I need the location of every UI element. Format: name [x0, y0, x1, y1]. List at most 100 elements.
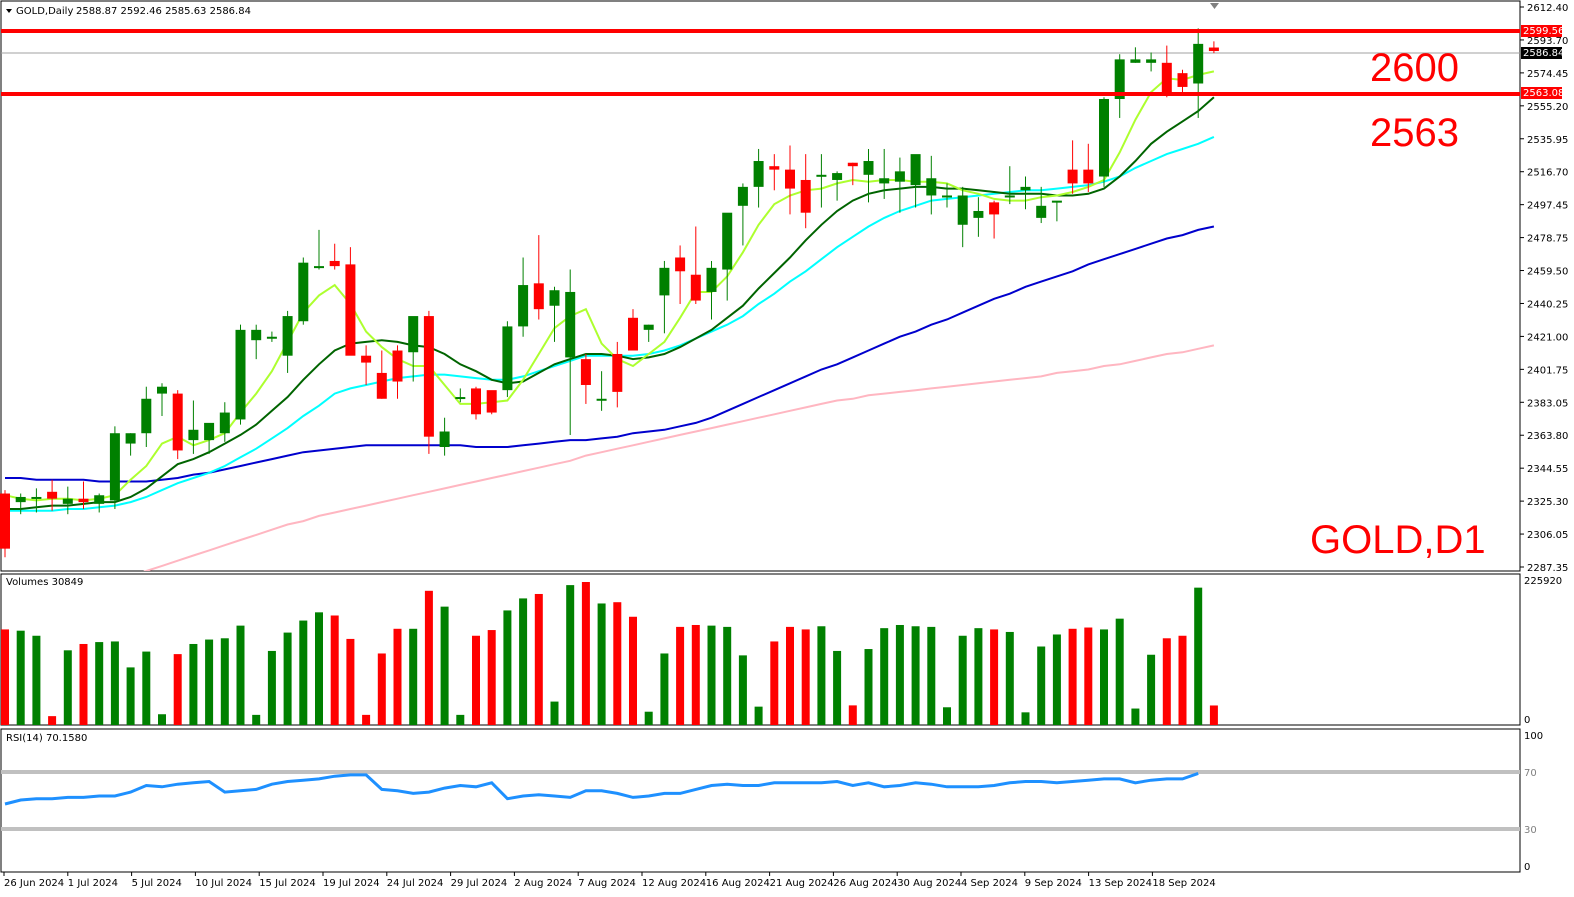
marker-lower-box: [1521, 87, 1562, 99]
candle: [518, 257, 529, 337]
chart-watermark: GOLD,D1: [1310, 518, 1486, 562]
volume-bar: [205, 639, 214, 725]
candle-body: [282, 316, 293, 356]
candle-body: [1177, 73, 1188, 87]
candle: [502, 321, 513, 398]
shift-marker-icon[interactable]: [1210, 3, 1219, 9]
price-tick-label: 2344.55: [1527, 464, 1568, 475]
candle-body: [800, 179, 811, 213]
candle: [423, 310, 434, 454]
date-tick-label: 26 Aug 2024: [833, 878, 897, 889]
candle-body: [910, 154, 921, 186]
candle: [266, 331, 277, 342]
candle: [1130, 47, 1141, 63]
volume-bar: [299, 620, 308, 725]
candle-body: [235, 329, 246, 420]
candle: [188, 400, 199, 454]
candle: [1004, 166, 1015, 205]
volume-bar: [1194, 587, 1203, 725]
date-axis: 26 Jun 2024 1 Jul 2024 5 Jul 2024 10 Jul 20…: [3, 872, 1216, 889]
date-tick-label: 12 Aug 2024: [642, 878, 706, 889]
level-upper-label: 2600: [1370, 46, 1459, 90]
candle-body: [439, 431, 450, 448]
volume-bar: [1021, 712, 1030, 725]
price-axis: 2612.40 2593.70 2574.45 2555.20 2535.95 2516.…: [1520, 3, 1568, 574]
candle-body: [894, 171, 905, 182]
candle: [157, 383, 167, 416]
price-tick-label: 2516.70: [1527, 168, 1568, 179]
candle-body: [612, 353, 623, 392]
date-tick-label: 16 Aug 2024: [706, 878, 770, 889]
candle-body: [376, 372, 387, 399]
candle: [439, 417, 450, 456]
volume-bar: [126, 667, 135, 725]
rsi-label-70: 70: [1524, 768, 1537, 779]
date-tick-label: 15 Jul 2024: [259, 878, 316, 889]
candle-body: [455, 397, 466, 400]
rsi-label-0: 0: [1524, 862, 1530, 873]
volume-bar: [1209, 705, 1218, 725]
candle-body: [643, 324, 654, 330]
candle: [204, 422, 215, 454]
candle-body: [31, 496, 42, 499]
volume-bar: [786, 626, 794, 725]
candle-body: [1083, 169, 1094, 184]
candle: [565, 269, 576, 435]
volume-bar: [330, 615, 339, 725]
volume-title: Volumes 30849: [6, 577, 83, 588]
volume-bar: [927, 626, 936, 725]
candle-body: [690, 274, 701, 301]
candle: [675, 245, 686, 305]
dropdown-triangle-icon[interactable]: [6, 9, 12, 13]
candle-body: [879, 178, 890, 184]
candle: [1083, 143, 1094, 193]
sma-200-line: [143, 344, 1215, 571]
candle: [486, 390, 497, 415]
candle: [408, 316, 419, 382]
volume-bar: [1052, 634, 1061, 725]
candle-body: [423, 316, 434, 437]
level-lower-label: 2563: [1370, 111, 1459, 155]
candle-body: [392, 350, 403, 382]
candle: [235, 324, 246, 425]
price-tick-label: 2497.45: [1527, 201, 1568, 212]
volume-bar: [597, 603, 606, 725]
volume-bar: [409, 628, 418, 725]
candle-body: [1067, 169, 1078, 184]
volume-bar: [833, 650, 842, 725]
volume-bar: [440, 606, 449, 725]
candle: [1114, 54, 1125, 118]
candle: [690, 226, 701, 305]
candle-body: [816, 174, 827, 177]
candle-body: [188, 429, 199, 441]
candle-body: [737, 186, 748, 206]
candle: [989, 200, 1000, 239]
price-tick-label: 2612.40: [1527, 3, 1568, 14]
candle-body: [502, 326, 513, 391]
volume-bar: [1100, 629, 1108, 725]
candle: [769, 154, 780, 191]
candle: [628, 309, 638, 351]
candle: [643, 324, 654, 342]
candle: [298, 257, 309, 325]
candle: [455, 388, 466, 403]
marker-upper-text: 2599.56: [1523, 26, 1564, 37]
candle: [879, 148, 890, 199]
ema-mid-line: [5, 96, 1215, 510]
candle: [1161, 45, 1172, 98]
candle-body: [1161, 62, 1172, 94]
date-tick-label: 29 Jul 2024: [451, 878, 508, 889]
price-markers: 2599.56 2586.84 2563.08: [1521, 25, 1564, 99]
volume-bar: [519, 598, 528, 725]
rsi-label-100: 100: [1524, 731, 1543, 742]
candle-body: [172, 393, 183, 451]
candle: [816, 154, 827, 208]
candle: [800, 154, 811, 229]
candle: [753, 148, 764, 208]
candle-body: [0, 493, 10, 549]
volume-bar: [283, 632, 292, 725]
candle: [1193, 28, 1204, 118]
volume-bar: [566, 585, 575, 725]
price-tick-label: 2306.05: [1527, 530, 1568, 541]
